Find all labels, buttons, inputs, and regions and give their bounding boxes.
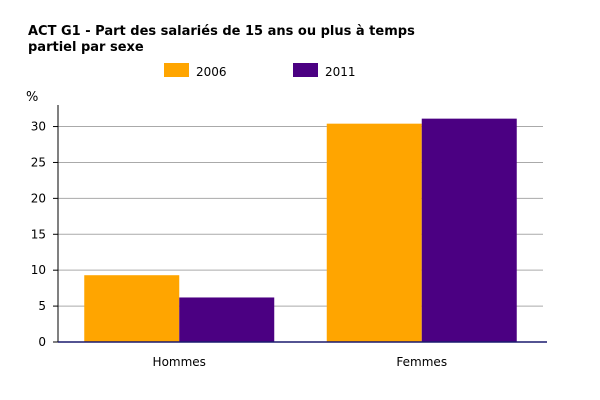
y-tick-label-25: 25 (31, 155, 46, 169)
legend-label-2011: 2011 (325, 65, 356, 79)
x-category-labels: Hommes Femmes (153, 355, 448, 369)
chart-title-line-1: ACT G1 - Part des salariés de 15 ans ou … (28, 24, 415, 39)
x-category-label-femmes: Femmes (396, 355, 447, 369)
y-tick-label-5: 5 (38, 299, 46, 313)
axes (57, 105, 547, 343)
bars (84, 118, 517, 343)
chart-title-line-2: partiel par sexe (28, 40, 144, 55)
y-tick-label-15: 15 (31, 227, 46, 241)
bar-hommes-2011 (179, 297, 275, 342)
y-tick-label-20: 20 (31, 191, 46, 205)
y-axis-unit-label: % (26, 90, 38, 105)
x-category-label-hommes: Hommes (153, 355, 206, 369)
legend-label-2006: 2006 (196, 65, 227, 79)
bar-hommes-2006 (84, 275, 180, 342)
y-tick-label-30: 30 (31, 120, 46, 134)
legend-swatch-2011 (293, 63, 318, 77)
y-tick-labels: 0 5 10 15 20 25 30 (31, 120, 58, 349)
bar-femmes-2011 (421, 118, 517, 343)
y-tick-label-10: 10 (31, 263, 46, 277)
bar-femmes-2006 (326, 123, 422, 342)
legend-swatch-2006 (164, 63, 189, 77)
y-tick-label-0: 0 (38, 335, 46, 349)
legend: 2006 2011 (164, 63, 356, 79)
